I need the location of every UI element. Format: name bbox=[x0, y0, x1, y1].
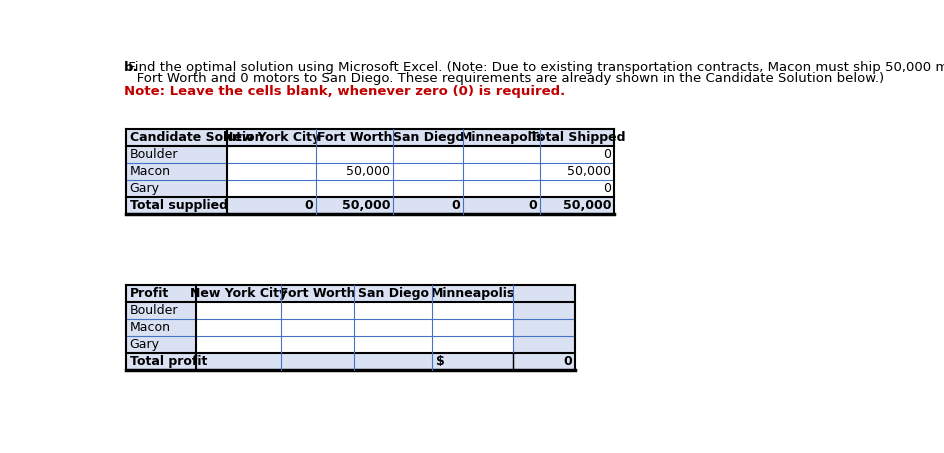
Text: Total Shipped: Total Shipped bbox=[529, 131, 624, 144]
Text: 0: 0 bbox=[602, 182, 611, 195]
Text: Minneapolis: Minneapolis bbox=[459, 131, 544, 144]
Text: Boulder: Boulder bbox=[129, 304, 178, 317]
Text: Total profit: Total profit bbox=[129, 355, 207, 368]
Bar bbox=[195, 285, 280, 302]
Bar bbox=[126, 302, 195, 319]
Bar bbox=[513, 285, 575, 302]
Text: Fort Worth: Fort Worth bbox=[316, 131, 392, 144]
Text: 0: 0 bbox=[304, 199, 312, 212]
Bar bbox=[431, 353, 513, 370]
Text: Profit: Profit bbox=[129, 287, 169, 300]
Bar bbox=[393, 197, 463, 214]
Bar bbox=[315, 163, 393, 180]
Bar bbox=[513, 302, 575, 319]
Bar bbox=[354, 285, 431, 302]
Bar bbox=[195, 336, 280, 353]
Bar bbox=[393, 180, 463, 197]
Bar bbox=[354, 302, 431, 319]
Bar bbox=[280, 319, 354, 336]
Bar bbox=[315, 180, 393, 197]
Bar bbox=[280, 302, 354, 319]
Bar bbox=[354, 336, 431, 353]
Bar bbox=[227, 163, 315, 180]
Bar bbox=[126, 353, 195, 370]
Text: Candidate Solution: Candidate Solution bbox=[129, 131, 263, 144]
Bar bbox=[393, 163, 463, 180]
Bar bbox=[227, 146, 315, 163]
Bar bbox=[431, 302, 513, 319]
Text: San Diego: San Diego bbox=[358, 287, 429, 300]
Bar bbox=[315, 197, 393, 214]
Text: Gary: Gary bbox=[129, 182, 160, 195]
Text: Find the optimal solution using Microsoft Excel. (Note: Due to existing transpor: Find the optimal solution using Microsof… bbox=[125, 61, 944, 73]
Bar bbox=[280, 336, 354, 353]
Text: San Diego: San Diego bbox=[392, 131, 464, 144]
Bar bbox=[315, 129, 393, 146]
Bar bbox=[431, 285, 513, 302]
Bar bbox=[195, 353, 280, 370]
Bar bbox=[126, 197, 227, 214]
Bar bbox=[126, 285, 195, 302]
Text: 50,000: 50,000 bbox=[562, 199, 611, 212]
Text: Minneapolis: Minneapolis bbox=[430, 287, 514, 300]
Bar bbox=[513, 353, 575, 370]
Bar bbox=[126, 319, 195, 336]
Text: b.: b. bbox=[125, 61, 139, 73]
Bar bbox=[227, 180, 315, 197]
Bar bbox=[431, 319, 513, 336]
Bar bbox=[393, 146, 463, 163]
Text: 0: 0 bbox=[602, 148, 611, 161]
Text: Fort Worth: Fort Worth bbox=[279, 287, 355, 300]
Bar bbox=[126, 180, 227, 197]
Bar bbox=[126, 336, 195, 353]
Text: 0: 0 bbox=[450, 199, 460, 212]
Text: $: $ bbox=[435, 355, 445, 368]
Bar bbox=[280, 285, 354, 302]
Bar bbox=[227, 129, 315, 146]
Bar bbox=[463, 180, 540, 197]
Bar bbox=[540, 197, 614, 214]
Bar bbox=[513, 319, 575, 336]
Bar bbox=[195, 302, 280, 319]
Bar bbox=[463, 163, 540, 180]
Text: New York City: New York City bbox=[190, 287, 287, 300]
Bar bbox=[227, 197, 315, 214]
Text: 0: 0 bbox=[528, 199, 537, 212]
Text: 50,000: 50,000 bbox=[342, 199, 390, 212]
Text: 50,000: 50,000 bbox=[346, 165, 390, 178]
Text: Total supplied: Total supplied bbox=[129, 199, 228, 212]
Bar bbox=[126, 146, 227, 163]
Bar bbox=[354, 353, 431, 370]
Text: Macon: Macon bbox=[129, 165, 171, 178]
Bar bbox=[463, 146, 540, 163]
Bar bbox=[540, 146, 614, 163]
Text: 50,000: 50,000 bbox=[566, 165, 611, 178]
Bar bbox=[540, 180, 614, 197]
Text: Fort Worth and 0 motors to San Diego. These requirements are already shown in th: Fort Worth and 0 motors to San Diego. Th… bbox=[125, 72, 884, 85]
Bar bbox=[315, 146, 393, 163]
Bar bbox=[431, 336, 513, 353]
Bar bbox=[126, 129, 227, 146]
Text: Gary: Gary bbox=[129, 338, 160, 351]
Bar bbox=[126, 163, 227, 180]
Text: New York City: New York City bbox=[223, 131, 319, 144]
Bar bbox=[463, 197, 540, 214]
Bar bbox=[280, 353, 354, 370]
Bar bbox=[540, 129, 614, 146]
Bar bbox=[195, 319, 280, 336]
Text: Note: Leave the cells blank, whenever zero (0) is required.: Note: Leave the cells blank, whenever ze… bbox=[125, 85, 565, 98]
Text: Macon: Macon bbox=[129, 321, 171, 334]
Bar bbox=[513, 336, 575, 353]
Bar bbox=[463, 129, 540, 146]
Bar bbox=[540, 163, 614, 180]
Text: Boulder: Boulder bbox=[129, 148, 178, 161]
Bar bbox=[354, 319, 431, 336]
Text: 0: 0 bbox=[563, 355, 572, 368]
Bar bbox=[393, 129, 463, 146]
